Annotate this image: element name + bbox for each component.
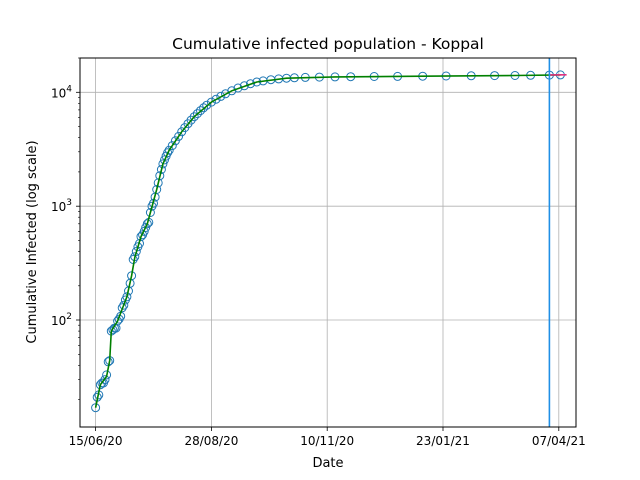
- y-tick-label: 102: [51, 312, 72, 328]
- data-point: [174, 131, 184, 141]
- data-point: [139, 226, 149, 236]
- data-point: [164, 145, 174, 155]
- plot-frame: [79, 57, 577, 428]
- data-point: [113, 316, 123, 326]
- data-point: [227, 86, 237, 96]
- data-point: [199, 103, 209, 113]
- grid: [80, 58, 576, 427]
- data-point: [153, 178, 163, 188]
- y-tick-label: 103: [51, 198, 72, 214]
- y-tick-label: 104: [51, 84, 72, 100]
- data-point: [145, 208, 155, 217]
- data-point: [91, 403, 101, 413]
- data-point: [102, 370, 112, 380]
- x-tick-label: 28/08/20: [184, 434, 238, 448]
- plot-series: [91, 58, 567, 427]
- data-point: [152, 185, 162, 194]
- data-point: [189, 112, 199, 122]
- x-axis-label: Date: [312, 456, 343, 471]
- data-point: [206, 97, 216, 107]
- data-point: [117, 303, 127, 313]
- x-tick-label: 10/11/20: [300, 434, 354, 448]
- data-point: [196, 106, 205, 116]
- data-point: [186, 115, 196, 125]
- x-tick-label: 07/04/21: [532, 434, 586, 448]
- chart-title: Cumulative infected population - Koppal: [172, 35, 484, 53]
- data-point: [142, 219, 152, 229]
- series-line-1: [94, 74, 561, 408]
- data-point: [131, 247, 141, 256]
- data-point: [163, 148, 173, 158]
- data-point: [119, 300, 129, 310]
- data-point: [216, 91, 226, 101]
- x-tick-label: 15/06/20: [69, 434, 123, 448]
- x-tick-label: 23/01/21: [416, 434, 470, 448]
- data-point: [167, 141, 177, 151]
- data-point: [136, 232, 146, 242]
- data-point: [100, 375, 110, 385]
- data-point: [158, 159, 168, 169]
- axis-ticks: 15/06/20 28/08/20 10/11/20 23/01/21 07/04/21…: [51, 57, 586, 448]
- data-point: [211, 94, 221, 104]
- data-point: [202, 100, 212, 110]
- data-point: [192, 109, 202, 119]
- data-point: [122, 292, 132, 302]
- data-point: [246, 79, 255, 89]
- data-point: [156, 165, 166, 174]
- y-axis-label: Cumulative Infected (log scale): [25, 140, 40, 343]
